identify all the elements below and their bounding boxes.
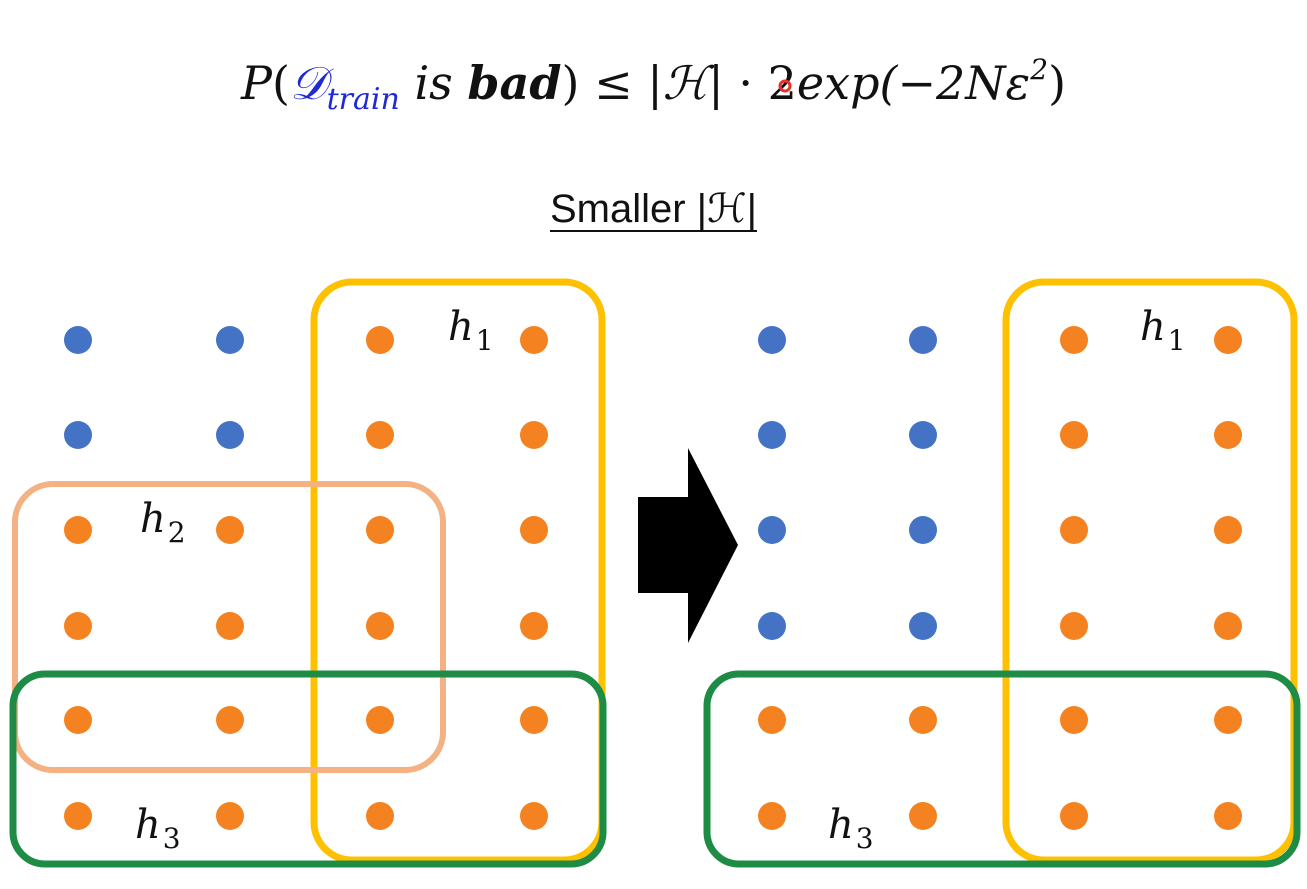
right-blue-dot [909,326,937,354]
left-orange-dot [520,802,548,830]
right-blue-dot [758,326,786,354]
left-h3-label: h3 [135,802,181,855]
right-h3-region [703,670,1301,868]
right-orange-dot [1060,421,1088,449]
left-orange-dot [216,516,244,544]
left-orange-dot [520,706,548,734]
left-orange-dot [366,612,394,640]
left-orange-dot [216,612,244,640]
left-orange-dot [520,326,548,354]
formula-d-symbol: 𝒟 [289,56,327,110]
left-h2-region [12,481,446,773]
right-blue-dot [909,612,937,640]
cursor-marker-icon [778,79,792,93]
formula-d-subscript: train [326,82,400,117]
right-orange-dot [1214,516,1242,544]
subtitle-text: Smaller |ℋ| [549,187,757,231]
right-blue-dot [758,421,786,449]
right-orange-dot [1214,421,1242,449]
left-h3-region [9,670,607,868]
left-orange-dot [64,612,92,640]
right-orange-dot [1214,706,1242,734]
formula-p: P [240,56,272,110]
right-arrow-icon [638,448,738,643]
left-orange-dot [64,516,92,544]
left-orange-dot [366,802,394,830]
formula-exp-arg-open: (−2Nε [879,56,1031,110]
bound-formula: P(𝒟train is bad) ≤ |ℋ| · 2exp(−2Nε2) [0,30,1307,140]
left-orange-dot [520,421,548,449]
formula-bad: bad [467,56,562,110]
right-orange-dot [909,802,937,830]
formula-leq: ≤ [594,56,633,110]
right-blue-dot [909,516,937,544]
left-blue-dot [216,326,244,354]
right-orange-dot [1060,326,1088,354]
formula-open-paren: ( [271,56,290,110]
left-h1-label: h1 [448,304,494,357]
right-orange-dot [1060,706,1088,734]
right-orange-dot [1214,802,1242,830]
right-orange-dot [758,706,786,734]
left-orange-dot [366,421,394,449]
formula-exp-arg-close: ) [1048,56,1067,110]
right-orange-dot [758,802,786,830]
formula-exp: exp [796,56,880,110]
left-orange-dot [366,326,394,354]
left-blue-dot [64,326,92,354]
right-orange-dot [1060,802,1088,830]
formula-exp-arg-sup: 2 [1030,53,1049,86]
left-orange-dot [366,516,394,544]
left-orange-dot [216,802,244,830]
right-h1-label: h1 [1140,304,1186,357]
right-orange-dot [1060,516,1088,544]
right-orange-dot [909,706,937,734]
left-orange-dot [520,612,548,640]
left-orange-dot [520,516,548,544]
left-blue-dot [216,421,244,449]
right-orange-dot [1214,612,1242,640]
left-orange-dot [64,802,92,830]
left-orange-dot [64,706,92,734]
left-h2-label: h2 [140,496,186,549]
formula-is: is [414,56,453,110]
right-orange-dot [1214,326,1242,354]
right-orange-dot [1060,612,1088,640]
formula-dot: · [738,56,753,110]
right-h3-label: h3 [828,802,874,855]
right-h1-region [1002,278,1298,864]
formula-close-paren: ) [561,56,580,110]
right-blue-dot [758,516,786,544]
formula-h-card: |ℋ| [647,56,724,110]
left-dot-grid [64,326,548,830]
left-h1-region [310,278,606,864]
left-orange-dot [216,706,244,734]
subtitle: Smaller |ℋ| [0,186,1307,232]
right-blue-dot [758,612,786,640]
left-blue-dot [64,421,92,449]
right-dot-grid [758,326,1242,830]
right-blue-dot [909,421,937,449]
left-orange-dot [366,706,394,734]
